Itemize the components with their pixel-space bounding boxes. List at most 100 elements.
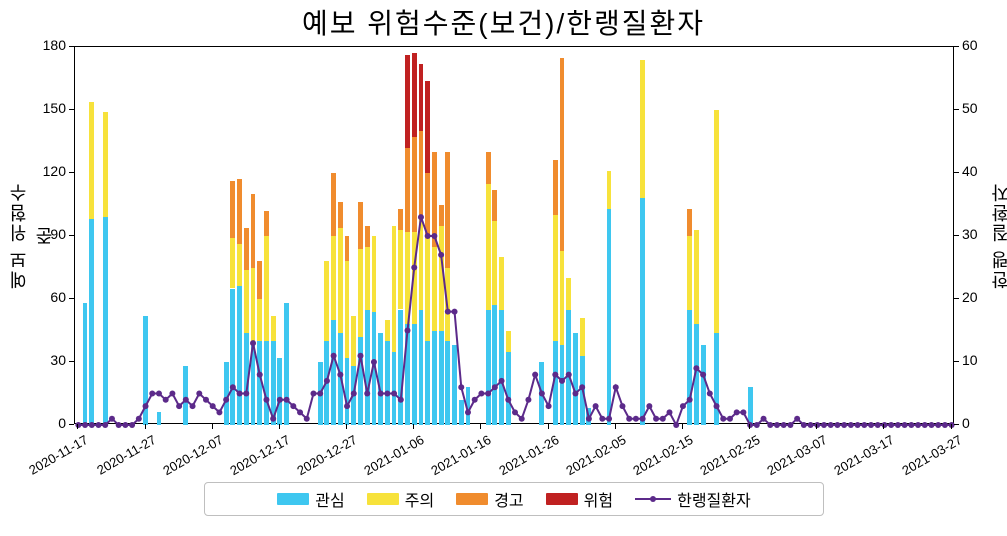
patients-marker	[821, 422, 827, 428]
patients-marker	[183, 397, 189, 403]
patients-marker	[908, 422, 914, 428]
patients-marker	[707, 391, 713, 397]
patients-marker	[163, 397, 169, 403]
patients-marker	[801, 422, 807, 428]
ytick-right: 60	[962, 37, 978, 53]
patients-marker	[532, 372, 538, 378]
patients-marker	[828, 422, 834, 428]
chart-title: 예보 위험수준(보건)/한랭질환자	[0, 2, 1007, 42]
patients-marker	[438, 252, 444, 258]
legend-item-caution: 주의	[367, 487, 434, 511]
patients-marker	[411, 265, 417, 271]
ytick-left: 90	[26, 226, 66, 242]
patients-marker	[169, 391, 175, 397]
patients-marker	[646, 403, 652, 409]
patients-marker	[398, 397, 404, 403]
patients-marker	[485, 391, 491, 397]
ytick-left: 180	[26, 37, 66, 53]
patients-marker	[237, 391, 243, 397]
patients-marker	[552, 372, 558, 378]
patients-marker	[714, 403, 720, 409]
patients-marker	[96, 422, 102, 428]
patients-marker	[331, 353, 337, 359]
patients-marker	[606, 416, 612, 422]
plot-area	[74, 46, 954, 424]
patients-marker	[700, 372, 706, 378]
legend-label: 관심	[315, 487, 344, 511]
tickmark	[77, 424, 78, 429]
ytick-right: 20	[962, 289, 978, 305]
yaxis-right-label: 한랭 질환자	[988, 175, 1007, 295]
xtick-label: 2020-12-27	[286, 432, 359, 483]
tickmark	[954, 361, 959, 362]
patients-marker	[512, 409, 518, 415]
patients-marker	[351, 391, 357, 397]
patients-marker	[129, 422, 135, 428]
patients-marker	[378, 391, 384, 397]
patients-marker	[304, 416, 310, 422]
patients-marker	[861, 422, 867, 428]
patients-marker	[572, 391, 578, 397]
patients-marker	[263, 397, 269, 403]
tickmark	[954, 235, 959, 236]
patients-marker	[720, 416, 726, 422]
patients-marker	[593, 403, 599, 409]
patients-line-svg	[75, 47, 955, 425]
patients-marker	[774, 422, 780, 428]
patients-line-layer	[75, 47, 955, 425]
patients-marker	[317, 391, 323, 397]
patients-marker	[102, 422, 108, 428]
patients-marker	[196, 391, 202, 397]
patients-marker	[740, 409, 746, 415]
xtick-label: 2021-01-16	[421, 432, 494, 483]
patients-marker	[781, 422, 787, 428]
patients-marker	[928, 422, 934, 428]
ytick-right: 30	[962, 226, 978, 242]
patients-marker	[579, 384, 585, 390]
xtick-label: 2021-02-25	[689, 432, 762, 483]
ytick-left: 0	[26, 415, 66, 431]
patients-marker	[243, 391, 249, 397]
patients-marker	[834, 422, 840, 428]
patients-marker	[599, 416, 605, 422]
patients-marker	[888, 422, 894, 428]
legend-item-patients: 한랭질환자	[635, 487, 751, 511]
patients-marker	[922, 422, 928, 428]
patients-marker	[337, 372, 343, 378]
patients-marker	[546, 403, 552, 409]
tickmark	[816, 424, 817, 429]
patients-marker	[431, 233, 437, 239]
tickmark	[69, 424, 74, 425]
patients-marker	[257, 372, 263, 378]
legend-line-sample	[635, 493, 671, 505]
patients-marker	[687, 397, 693, 403]
patients-marker	[767, 422, 773, 428]
patients-marker	[747, 422, 753, 428]
patients-marker	[344, 403, 350, 409]
patients-marker	[284, 397, 290, 403]
patients-marker	[324, 378, 330, 384]
patients-marker	[667, 409, 673, 415]
patients-marker	[814, 422, 820, 428]
patients-marker	[445, 309, 451, 315]
patients-marker	[848, 422, 854, 428]
tickmark	[951, 424, 952, 429]
tickmark	[548, 424, 549, 429]
tickmark	[954, 172, 959, 173]
xtick-label: 2021-03-17	[824, 432, 897, 483]
patients-marker	[566, 372, 572, 378]
patients-marker	[525, 397, 531, 403]
tickmark	[749, 424, 750, 429]
patients-marker	[727, 416, 733, 422]
xtick-label: 2021-01-26	[488, 432, 561, 483]
xtick-label: 2021-03-07	[756, 432, 829, 483]
patients-marker	[626, 416, 632, 422]
patients-marker	[559, 378, 565, 384]
patients-marker	[794, 416, 800, 422]
patients-marker	[734, 409, 740, 415]
patients-marker	[499, 378, 505, 384]
patients-marker	[895, 422, 901, 428]
patients-marker	[405, 328, 411, 334]
patients-marker	[902, 422, 908, 428]
patients-marker	[391, 391, 397, 397]
